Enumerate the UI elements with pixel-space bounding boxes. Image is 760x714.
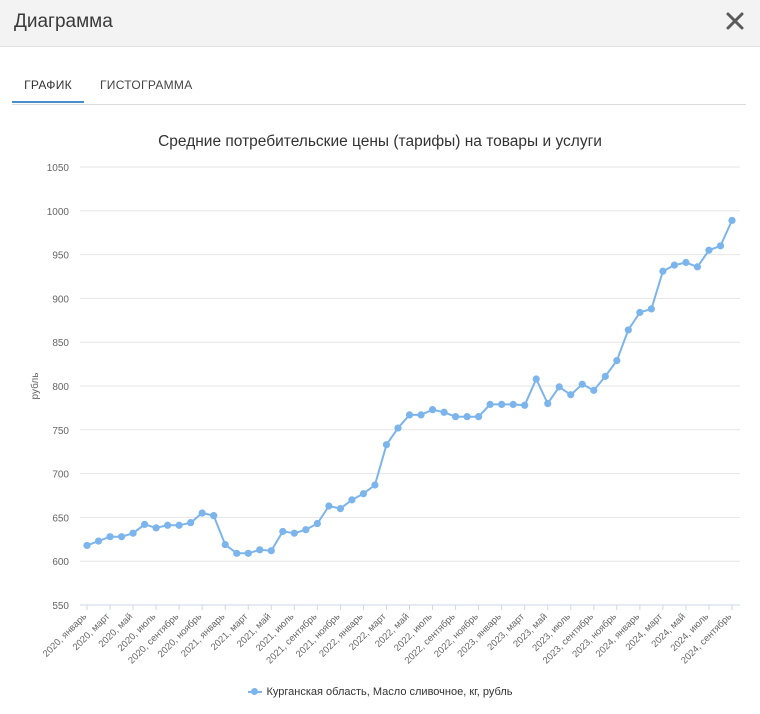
data-point — [198, 509, 206, 517]
data-point — [532, 375, 540, 383]
y-tick-label: 950 — [52, 251, 69, 262]
data-point — [590, 386, 598, 394]
data-point — [555, 383, 563, 391]
data-point — [210, 512, 218, 520]
y-tick-label: 1000 — [47, 207, 70, 218]
data-point — [302, 526, 310, 534]
data-point — [371, 481, 379, 489]
data-point — [233, 549, 241, 557]
data-point — [221, 540, 229, 549]
legend-label: Курганская область, Масло сливочное, кг,… — [266, 686, 513, 698]
data-point — [647, 305, 655, 313]
data-point — [382, 441, 391, 449]
data-point — [405, 411, 414, 419]
y-axis-label: рубль — [29, 373, 41, 400]
y-tick-label: 700 — [52, 470, 69, 481]
y-tick-label: 600 — [52, 557, 69, 568]
y-tick-label: 850 — [52, 338, 69, 349]
series-line — [86, 219, 733, 555]
legend-marker-icon — [247, 687, 262, 697]
data-point — [175, 521, 183, 529]
data-point — [290, 529, 298, 537]
data-point — [279, 527, 287, 536]
y-tick-label: 900 — [52, 294, 69, 305]
data-point — [693, 263, 702, 271]
data-point — [544, 399, 552, 408]
data-point — [140, 520, 149, 529]
close-icon[interactable] — [722, 8, 748, 34]
data-point — [682, 258, 690, 267]
y-tick-label: 550 — [52, 601, 69, 612]
data-point — [187, 519, 195, 527]
y-tick-label: 650 — [52, 513, 69, 524]
y-tick-label: 750 — [52, 426, 69, 437]
data-point — [521, 401, 529, 409]
data-point — [451, 413, 460, 421]
data-point — [440, 408, 448, 416]
data-point — [417, 411, 425, 419]
data-point — [498, 400, 506, 408]
data-point — [83, 541, 91, 550]
data-point — [624, 326, 632, 334]
y-tick-label: 800 — [52, 382, 69, 393]
data-point — [152, 524, 160, 532]
y-tick-label: 1050 — [47, 163, 70, 174]
line-chart: Средние потребительские цены (тарифы) на… — [29, 133, 740, 666]
data-point — [359, 490, 368, 498]
window-header: Диаграмма — [0, 0, 760, 47]
data-point — [428, 406, 437, 414]
data-point — [578, 380, 586, 388]
data-point — [336, 505, 344, 513]
data-point — [659, 267, 667, 275]
data-point — [636, 308, 644, 317]
data-point — [94, 537, 103, 545]
data-point — [129, 529, 137, 537]
data-point — [463, 413, 471, 421]
data-point — [509, 400, 517, 408]
data-point — [670, 261, 679, 269]
tab-graph[interactable]: ГРАФИК — [12, 78, 84, 103]
data-point — [728, 216, 736, 225]
data-point — [613, 356, 621, 365]
data-point — [164, 521, 172, 529]
data-point — [267, 547, 275, 555]
chart-title: Средние потребительские цены (тарифы) на… — [158, 133, 602, 150]
chart-legend[interactable]: Курганская область, Масло сливочное, кг,… — [0, 686, 760, 698]
data-point — [313, 519, 321, 528]
data-point — [325, 502, 333, 510]
window-title: Диаграмма — [14, 11, 113, 32]
data-point — [256, 546, 264, 554]
data-point — [117, 533, 126, 541]
data-point — [475, 413, 483, 421]
tab-histogram[interactable]: ГИСТОГРАММА — [100, 78, 193, 92]
data-point — [705, 246, 713, 254]
data-point — [567, 391, 575, 399]
data-point — [486, 400, 494, 408]
data-point — [601, 372, 609, 380]
data-point — [348, 496, 356, 504]
data-point — [716, 242, 725, 250]
data-point — [394, 424, 402, 432]
chart-tabs: ГРАФИК ГИСТОГРАММА — [12, 72, 746, 105]
data-point — [244, 549, 252, 557]
data-point — [106, 533, 114, 541]
